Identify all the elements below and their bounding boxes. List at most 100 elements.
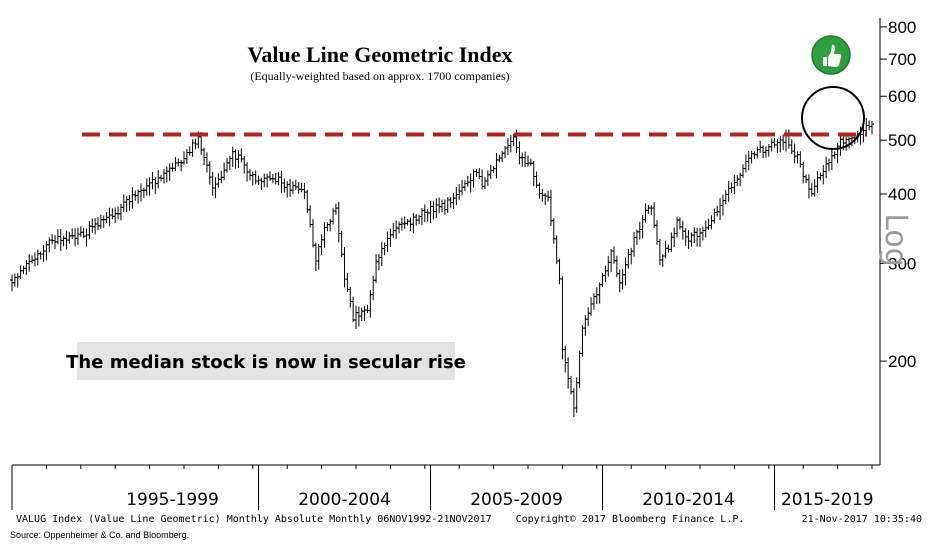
price-bar (557, 258, 562, 285)
price-bar (342, 246, 347, 288)
price-bar (253, 170, 258, 185)
price-bar (382, 242, 387, 256)
price-bar (405, 218, 410, 226)
price-bar (646, 204, 651, 214)
price-bar (44, 241, 49, 261)
price-bar (293, 179, 298, 190)
price-bar (663, 240, 668, 259)
price-bar (422, 204, 427, 223)
price-bar (268, 171, 272, 181)
price-bar (190, 139, 195, 157)
price-bar (41, 245, 46, 262)
price-bar (425, 208, 430, 222)
price-bar (594, 287, 599, 304)
price-bar (431, 200, 436, 220)
price-bar (617, 269, 622, 293)
price-bar (870, 121, 874, 135)
price-bar (769, 138, 774, 152)
price-bar (167, 163, 172, 181)
price-bar (70, 228, 75, 240)
y-tick-label: 300 (888, 254, 916, 273)
price-bar (804, 174, 809, 184)
price-bar (867, 120, 872, 131)
price-bar (508, 135, 513, 153)
price-bar (50, 234, 55, 245)
price-bar (824, 156, 829, 179)
price-bar (485, 170, 490, 186)
price-bar (772, 137, 777, 148)
price-bar (755, 146, 760, 159)
price-bar (58, 228, 63, 251)
price-bar (657, 238, 662, 266)
price-bar (417, 214, 422, 225)
price-bar (402, 216, 407, 229)
price-bar (273, 172, 278, 185)
price-bar (139, 183, 143, 202)
price-bar (821, 164, 826, 185)
price-bar (462, 180, 467, 192)
price-bar (428, 200, 433, 223)
price-bar (35, 249, 40, 266)
annotation-box (77, 342, 455, 380)
price-bar (282, 178, 287, 193)
price-bar (789, 139, 794, 154)
price-bar (259, 177, 264, 190)
footer-right: 21-Nov-2017 10:35:40 (802, 514, 922, 525)
y-tick-label: 800 (888, 18, 916, 37)
price-bar (333, 203, 338, 215)
price-bar (12, 273, 17, 287)
price-bar (829, 148, 834, 171)
price-bar (47, 237, 52, 253)
price-bar (325, 222, 330, 232)
price-bar (471, 169, 476, 188)
price-bar (801, 161, 806, 184)
price-bar (795, 151, 800, 164)
price-bar (749, 150, 754, 164)
price-bar (686, 230, 691, 249)
price-bar (127, 195, 132, 211)
price-bar (577, 350, 582, 388)
price-bar (385, 231, 390, 253)
price-bar (669, 232, 674, 252)
price-bar (488, 165, 493, 179)
price-bar (709, 215, 714, 230)
price-bar (775, 138, 780, 154)
price-bar (551, 218, 556, 244)
price-bar (225, 157, 229, 173)
price-bar (93, 218, 98, 235)
price-bar (672, 227, 677, 248)
price-bar (288, 178, 293, 197)
price-bar (778, 135, 783, 153)
price-bar (262, 173, 267, 188)
price-bar (15, 273, 20, 288)
chart-subtitle: (Equally-weighted based on approx. 1700 … (250, 69, 509, 83)
price-bar (150, 171, 155, 190)
y-tick-label: 500 (888, 131, 916, 150)
price-bar (411, 212, 416, 234)
price-bar (216, 173, 221, 188)
price-bar (720, 194, 725, 216)
price-bar (371, 275, 376, 301)
price-bar (726, 181, 731, 202)
price-bar (394, 220, 399, 239)
price-bar (732, 174, 737, 195)
price-bar (560, 276, 565, 360)
price-bar (348, 286, 353, 308)
price-bar (75, 227, 80, 245)
price-bar (302, 182, 307, 200)
price-bar (230, 146, 235, 168)
price-bar (213, 177, 218, 199)
price-bar (434, 198, 439, 219)
price-bar (597, 282, 602, 304)
footer-center: Copyright© 2017 Bloomberg Finance L.P. (516, 514, 745, 525)
price-bar (652, 201, 657, 228)
price-bar (528, 158, 533, 166)
price-bar (563, 345, 568, 373)
price-bar (703, 220, 708, 238)
price-bar (173, 157, 178, 171)
price-bar (21, 265, 26, 274)
price-bar (328, 218, 333, 232)
price-bar (566, 357, 571, 389)
footer-left: VALUG Index (Value Line Geometric) Month… (16, 514, 492, 525)
price-bar (483, 177, 487, 190)
